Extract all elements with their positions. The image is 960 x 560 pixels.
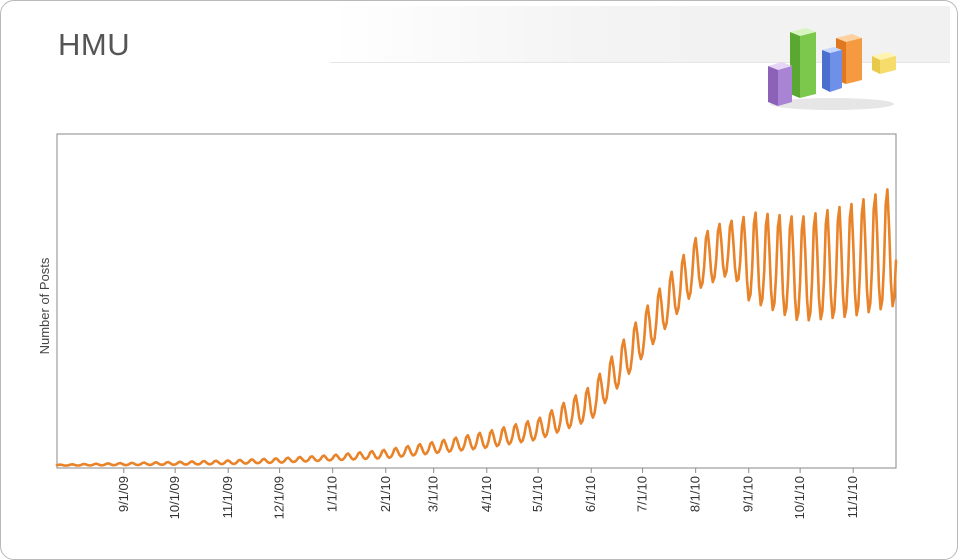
x-tick-label: 2/1/10: [378, 476, 393, 512]
plot-area: [56, 133, 897, 469]
x-tick-label: 8/1/10: [688, 476, 703, 512]
x-tick-label: 5/1/10: [530, 476, 545, 512]
x-tick-label: 11/1/09: [220, 476, 235, 518]
slide-title: HMU: [58, 27, 131, 62]
x-tick-label: 10/1/10: [792, 476, 807, 519]
x-tick-label: 9/1/09: [116, 476, 131, 512]
y-axis-label: Number of Posts: [37, 257, 52, 354]
x-tick-label: 1/1/10: [325, 476, 340, 512]
x-tick-label: 10/1/09: [167, 476, 182, 519]
x-tick-label: 3/1/10: [426, 476, 441, 512]
series-line-posts: [55, 188, 898, 467]
bar-chart-3d-icon: [768, 28, 896, 110]
x-tick-label: 7/1/10: [635, 476, 650, 512]
x-tick-label: 4/1/10: [479, 476, 494, 512]
x-tick-label: 12/1/09: [272, 476, 287, 519]
x-tick-label: 11/1/10: [845, 476, 860, 518]
x-tick-label: 9/1/10: [741, 476, 756, 512]
line-chart: 9/1/09 10/1/09 11/1/09 12/1/09 1/1/10 2/1/10 3…: [37, 133, 898, 519]
x-tick-label: 6/1/10: [583, 476, 598, 512]
